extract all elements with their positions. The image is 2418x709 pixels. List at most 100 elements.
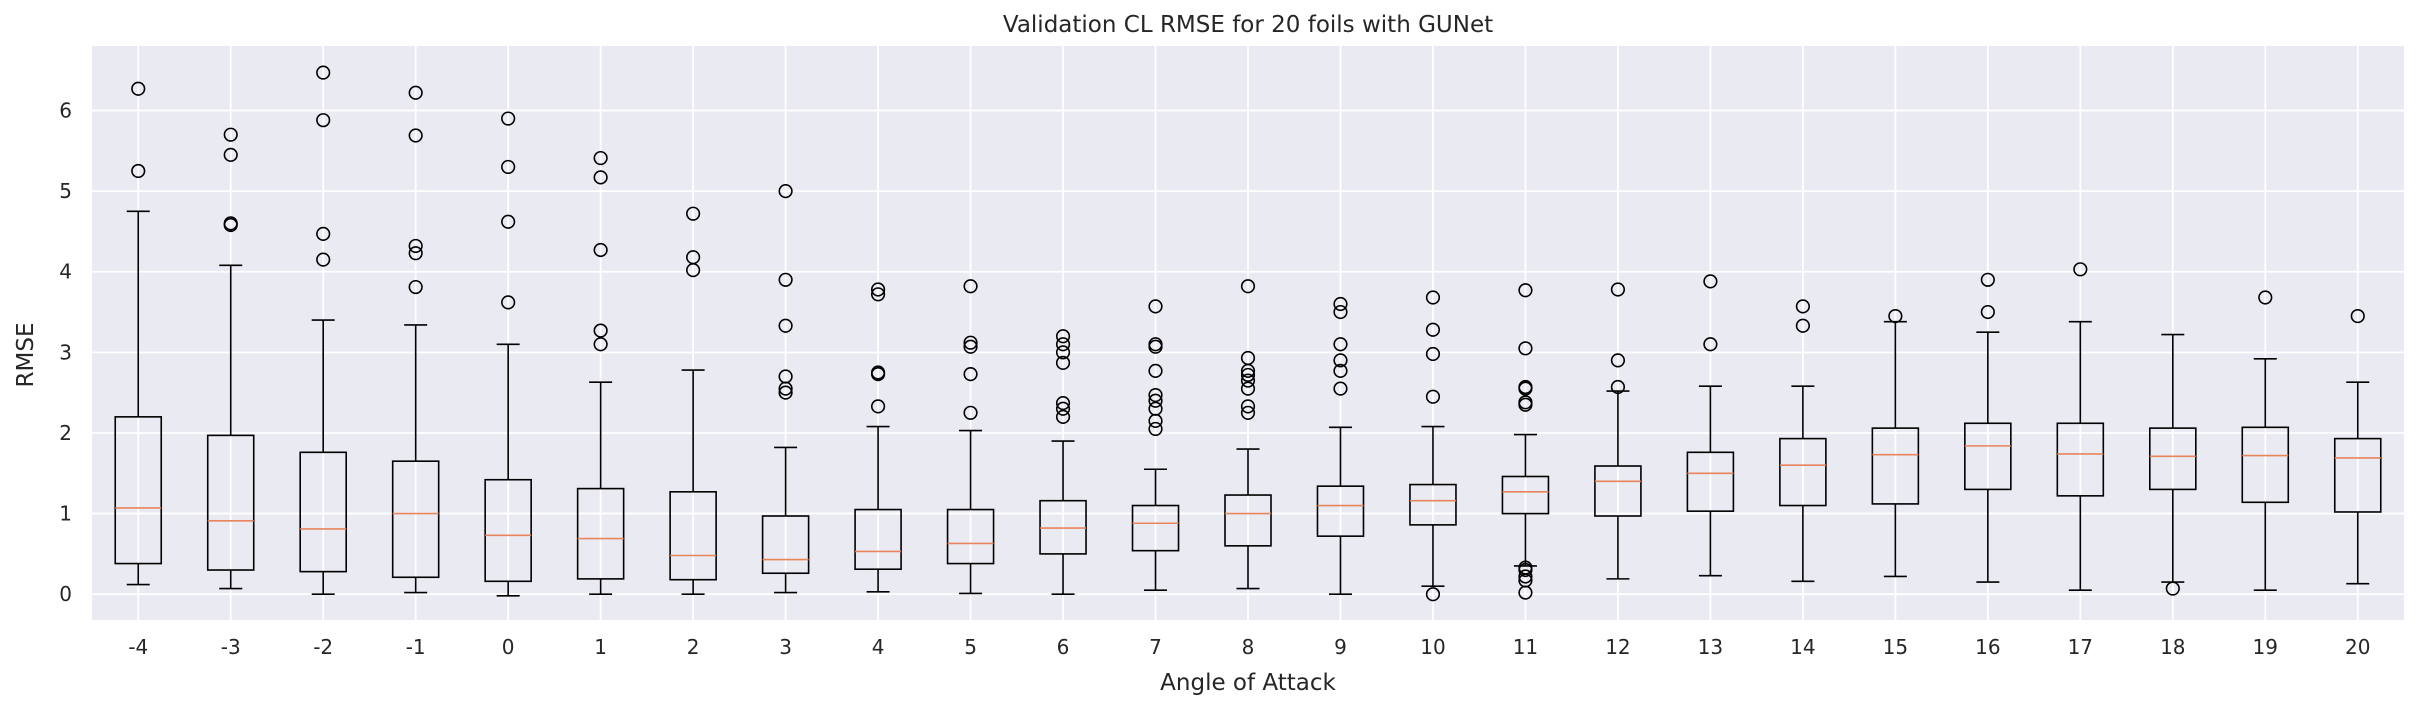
x-tick-label: 12 <box>1605 635 1630 659</box>
outlier-point <box>778 369 793 384</box>
box-6 <box>1039 329 1087 596</box>
outlier-point <box>1610 353 1626 368</box>
iqr-box <box>761 515 810 575</box>
outlier-point <box>963 335 978 350</box>
outlier-point <box>1333 337 1348 352</box>
y-tick-label: 3 <box>59 340 72 364</box>
x-tick-label: 7 <box>1149 635 1162 659</box>
iqr-box <box>946 508 995 565</box>
outlier-point <box>870 282 886 297</box>
iqr-box <box>2056 422 2105 497</box>
outlier-point <box>316 65 331 80</box>
outlier-point <box>408 85 423 100</box>
box-19 <box>2241 290 2290 591</box>
box-13 <box>1686 274 1735 577</box>
outlier-point <box>1055 329 1071 344</box>
outlier-point <box>778 318 793 333</box>
outlier-point <box>1888 308 1903 324</box>
box-2 <box>669 206 717 596</box>
outlier-point <box>870 399 886 414</box>
x-axis-label: Angle of Attack <box>1160 670 1336 696</box>
iqr-box <box>1131 504 1180 552</box>
outlier-point <box>316 226 331 241</box>
outlier-point <box>963 339 978 354</box>
outlier-point <box>1703 337 1718 352</box>
outlier-point <box>1518 569 1533 584</box>
box-3 <box>761 184 810 594</box>
outlier-point <box>1240 350 1256 366</box>
x-tick-label: 15 <box>1883 635 1908 659</box>
iqr-box <box>2241 426 2290 504</box>
outlier-point <box>1148 337 1163 352</box>
outlier-point <box>1518 341 1533 356</box>
iqr-box <box>391 460 440 579</box>
x-tick-label: 17 <box>2068 635 2093 659</box>
outlier-point <box>1055 355 1071 370</box>
outlier-point <box>1148 363 1163 378</box>
boxes-layer <box>114 65 2382 602</box>
outlier-point <box>1425 322 1441 337</box>
outlier-point <box>1240 279 1256 294</box>
outlier-point <box>1148 421 1163 437</box>
box-11 <box>1501 283 1550 600</box>
outlier-point <box>1518 560 1533 575</box>
x-tick-label: 19 <box>2253 635 2278 659</box>
x-tick-label: -4 <box>128 635 148 659</box>
outlier-point <box>316 113 331 128</box>
outlier-point <box>408 246 423 261</box>
outlier-point <box>1055 409 1071 424</box>
iqr-box <box>1409 483 1457 526</box>
outlier-point <box>1240 367 1256 383</box>
iqr-box <box>1594 465 1642 517</box>
iqr-box <box>669 491 717 581</box>
outlier-point <box>1148 299 1163 314</box>
y-tick-label: 2 <box>59 421 72 445</box>
outlier-point <box>501 295 516 310</box>
iqr-box <box>1316 485 1365 537</box>
outlier-point <box>223 216 238 231</box>
iqr-box <box>854 508 902 571</box>
box-5 <box>946 279 995 595</box>
box-10 <box>1409 290 1457 602</box>
x-tick-label: 10 <box>1420 635 1445 659</box>
outlier-point <box>1980 304 1995 320</box>
x-tick-label: 0 <box>502 635 515 659</box>
outlier-point <box>686 250 701 265</box>
y-tick-labels: 0 1 2 3 4 5 6 <box>59 98 72 606</box>
outlier-point <box>2258 290 2273 305</box>
outlier-point <box>1333 353 1348 368</box>
outlier-point <box>223 147 238 162</box>
outlier-point <box>2350 308 2365 324</box>
box-18 <box>2149 333 2197 596</box>
x-tick-label: 16 <box>1975 635 2000 659</box>
box-0 <box>484 111 532 597</box>
chart-title: Validation CL RMSE for 20 foils with GUN… <box>1003 12 1493 38</box>
x-tick-label: 3 <box>779 635 792 659</box>
outlier-point <box>778 184 793 199</box>
y-tick-label: 5 <box>59 179 72 203</box>
iqr-box <box>1686 451 1735 512</box>
y-tick-label: 1 <box>59 502 72 526</box>
outlier-point <box>1240 405 1256 420</box>
x-tick-label: -3 <box>221 635 241 659</box>
outlier-point <box>131 81 146 96</box>
outlier-point <box>1518 379 1533 395</box>
iqr-box <box>2149 427 2197 491</box>
y-axis-label: RMSE <box>13 323 39 388</box>
outlier-point <box>963 367 978 382</box>
outlier-point <box>1055 396 1071 411</box>
outlier-point <box>501 159 516 175</box>
outlier-point <box>1703 274 1718 289</box>
outlier-point <box>593 242 608 258</box>
x-tick-label: 9 <box>1334 635 1347 659</box>
x-tick-label: 4 <box>872 635 885 659</box>
iqr-box <box>114 416 163 565</box>
iqr-box <box>1964 422 2012 491</box>
outlier-point <box>1518 395 1533 410</box>
iqr-box <box>484 478 532 583</box>
outlier-point <box>778 272 793 287</box>
box-15 <box>1871 308 1920 578</box>
outlier-point <box>1240 373 1256 388</box>
box-12 <box>1594 282 1642 580</box>
